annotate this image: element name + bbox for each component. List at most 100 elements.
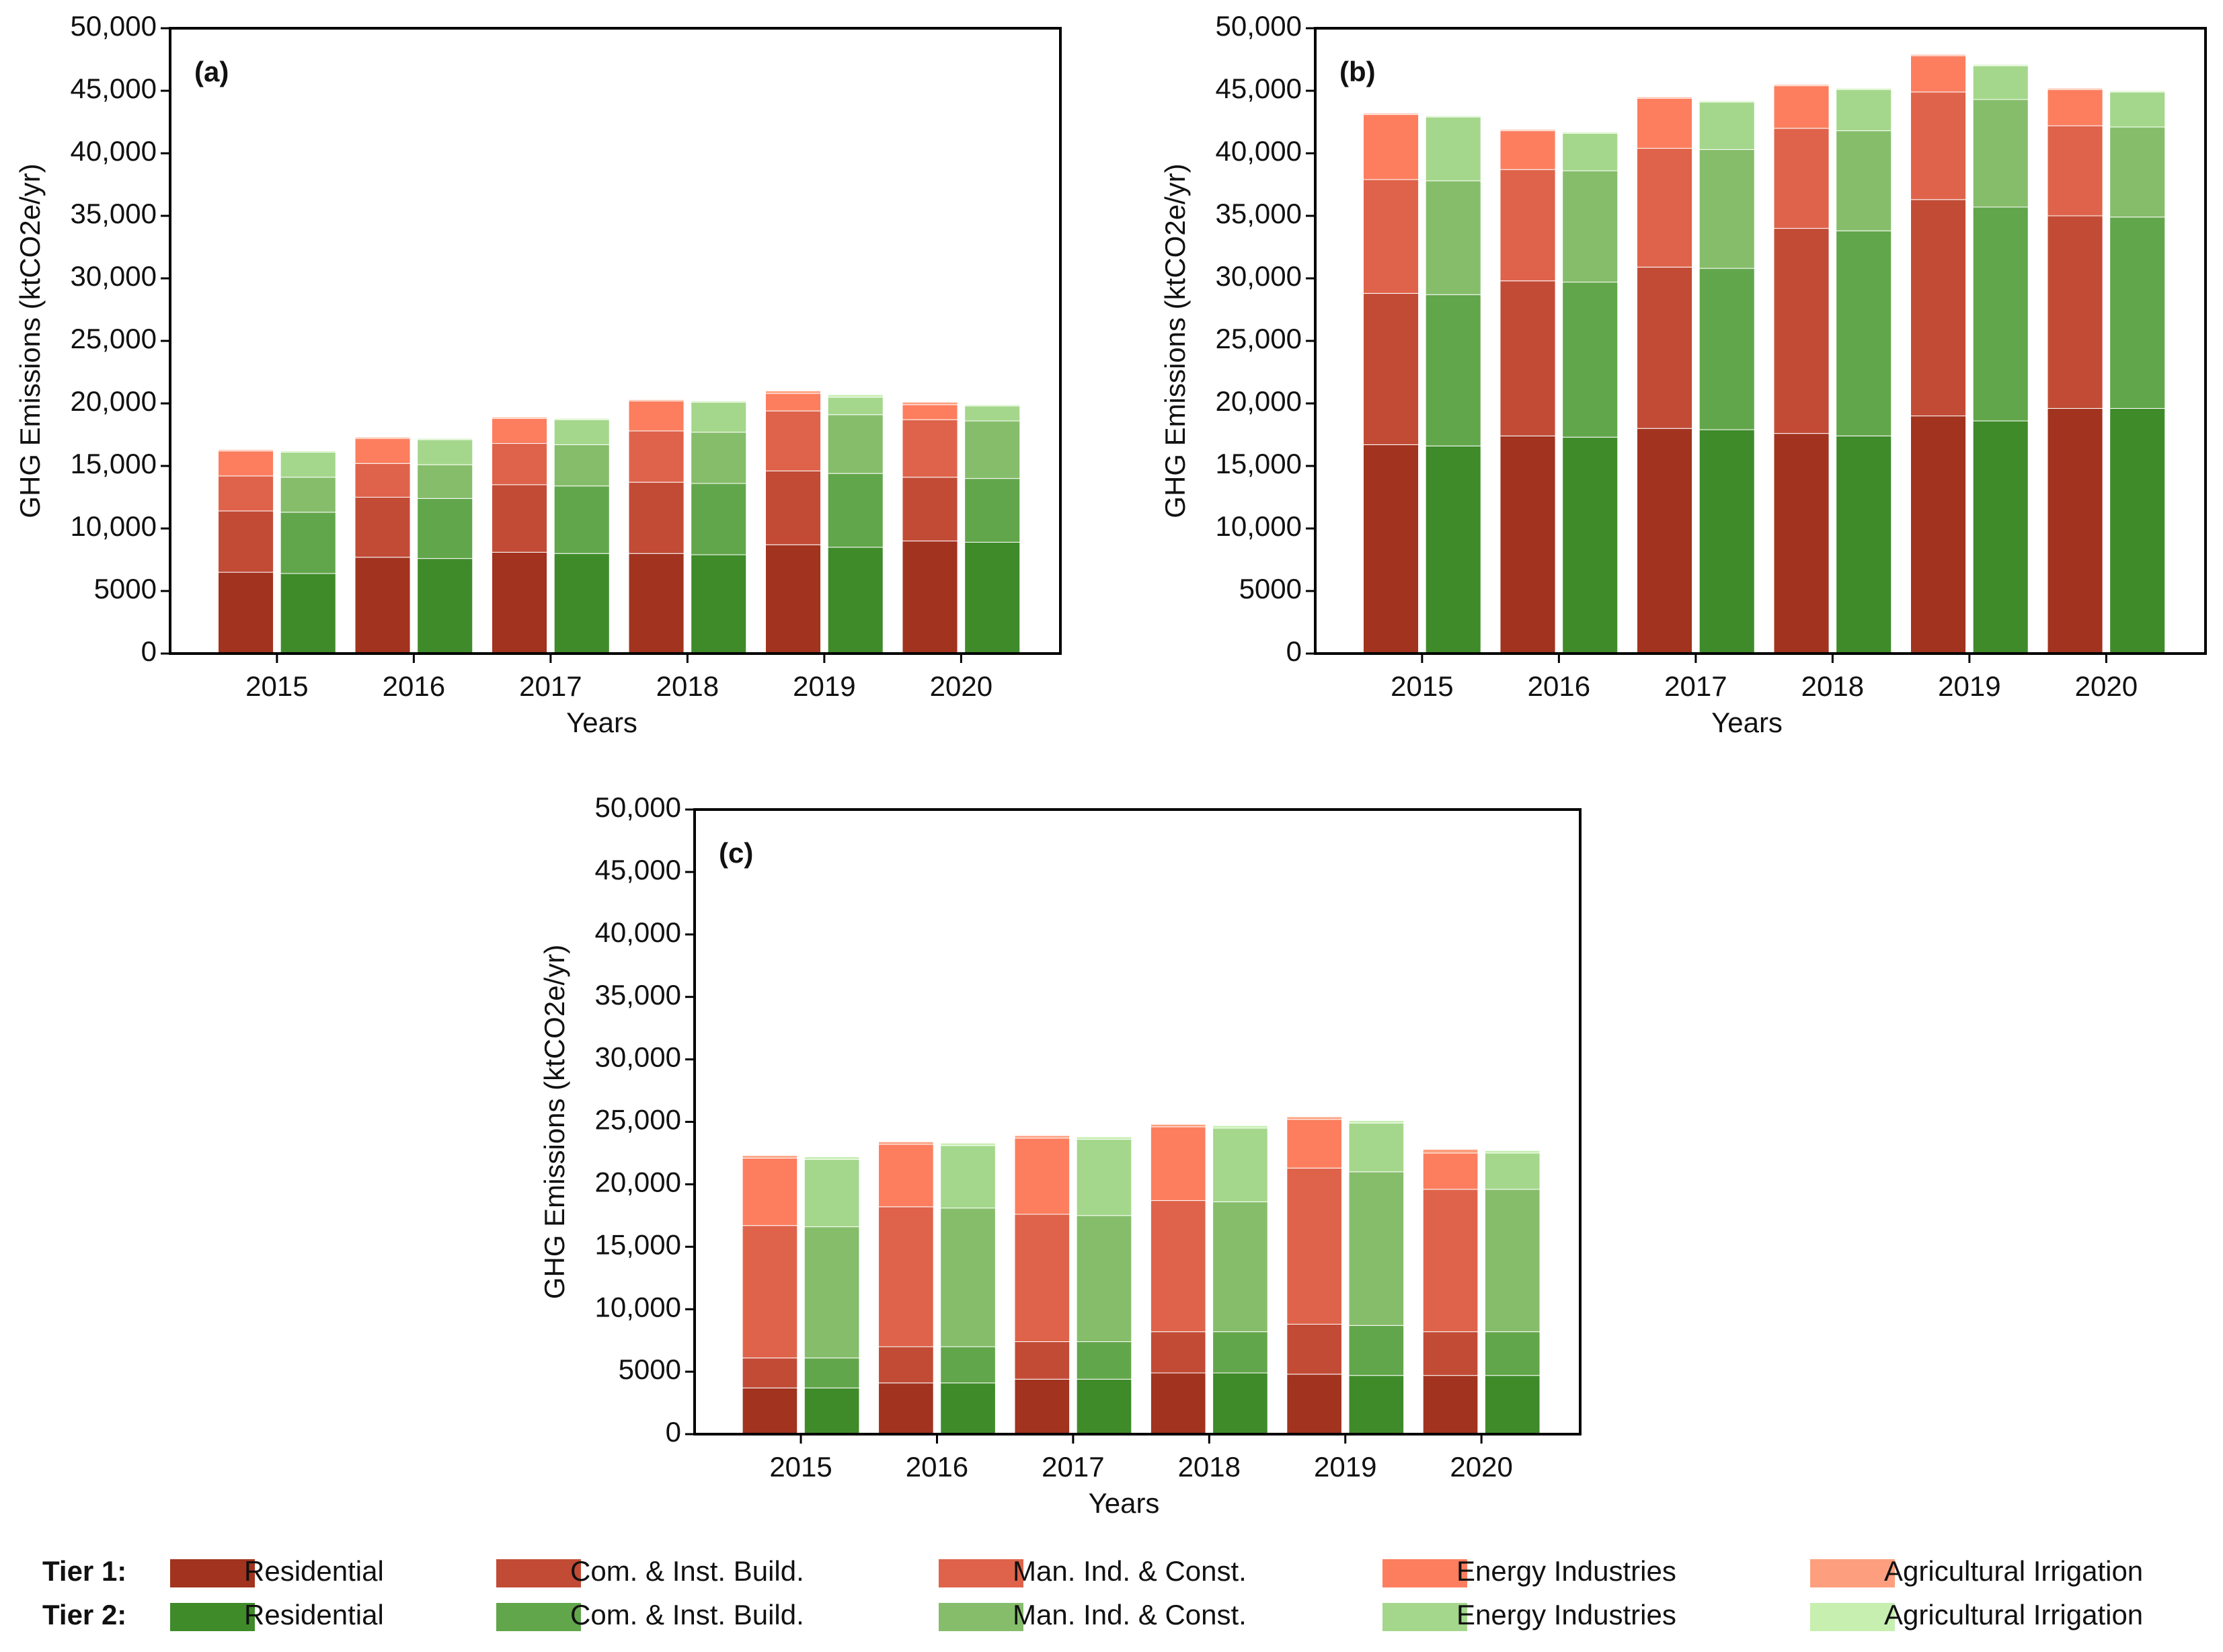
bar-segment — [765, 470, 822, 545]
legend-label: Energy Industries — [1456, 1555, 1676, 1587]
y-tick-label: 45,000 — [595, 854, 681, 886]
y-tick-label: 5000 — [1239, 573, 1302, 604]
y-tick-label: 5000 — [94, 573, 157, 604]
legend-group-label: Tier 1: — [42, 1555, 126, 1587]
legend-label: Com. & Inst. Build. — [570, 1555, 804, 1587]
bar-segment — [1499, 129, 1556, 132]
bar-segment — [964, 478, 1021, 543]
y-tick-label: 20,000 — [71, 385, 157, 417]
bar-segment — [1773, 84, 1830, 87]
bar-segment — [417, 439, 473, 465]
bar-segment — [878, 1346, 934, 1384]
bar-segment — [217, 449, 274, 452]
bar-segment — [1836, 435, 1892, 654]
bar-segment — [804, 1358, 860, 1388]
y-tick-label: 45,000 — [71, 73, 157, 104]
bar-segment — [1562, 170, 1618, 283]
bar-segment — [1362, 112, 1419, 115]
bar-segment — [1150, 1200, 1206, 1333]
y-tick-label: 10,000 — [1216, 510, 1302, 542]
panel-label: (c) — [719, 837, 753, 869]
y-tick-label: 45,000 — [1216, 73, 1302, 104]
bar-segment — [553, 485, 610, 554]
bar-segment — [1422, 1331, 1479, 1376]
bar-segment — [2109, 91, 2166, 128]
bar-segment — [878, 1144, 934, 1208]
bar-segment — [1212, 1125, 1268, 1129]
bar-segment — [1425, 115, 1481, 118]
plot-frame — [169, 27, 1062, 655]
bar-segment — [742, 1155, 798, 1158]
bar-segment — [553, 419, 610, 445]
bar-segment — [1076, 1139, 1132, 1216]
legend-swatch — [1382, 1603, 1467, 1631]
bar-segment — [417, 558, 473, 654]
x-axis-title: Years — [1711, 707, 1783, 738]
legend-swatch — [170, 1603, 255, 1631]
plot-frame — [693, 808, 1582, 1435]
bar-segment — [742, 1358, 798, 1388]
bar-segment — [1773, 433, 1830, 654]
bar-segment — [280, 450, 336, 453]
bar-segment — [1484, 1375, 1540, 1435]
bar-segment — [742, 1387, 798, 1435]
y-axis-title: GHG Emissions (ktCO2e/yr) — [539, 945, 570, 1299]
legend-swatch — [496, 1559, 581, 1587]
y-tick-label: 15,000 — [71, 448, 157, 479]
bar-segment — [940, 1382, 996, 1435]
bar-segment — [2047, 89, 2103, 126]
bar-segment — [1212, 1128, 1268, 1202]
x-tick-label: 2015 — [1391, 670, 1453, 702]
bar-segment — [1014, 1138, 1070, 1215]
y-tick-label: 30,000 — [595, 1041, 681, 1073]
y-tick-label: 35,000 — [595, 979, 681, 1011]
bar-segment — [1499, 169, 1556, 282]
legend-label: Residential — [244, 1599, 384, 1630]
y-tick-label: 50,000 — [1216, 10, 1302, 42]
legend-label: Agricultural Irrigation — [1884, 1555, 2143, 1587]
bar-segment — [217, 475, 274, 512]
bar-segment — [1972, 206, 2029, 422]
y-tick-label: 50,000 — [595, 791, 681, 823]
bar-segment — [1422, 1152, 1479, 1190]
bar-segment — [827, 473, 884, 548]
bar-segment — [804, 1226, 860, 1359]
bar-segment — [1362, 444, 1419, 654]
bar-segment — [1499, 130, 1556, 170]
bar-segment — [1773, 128, 1830, 229]
x-tick-label: 2018 — [1178, 1451, 1241, 1483]
bar-segment — [217, 450, 274, 477]
bar-segment — [1076, 1341, 1132, 1380]
bar-segment — [1212, 1372, 1268, 1435]
bar-segment — [1636, 148, 1693, 268]
legend-label: Man. Ind. & Const. — [1013, 1555, 1247, 1587]
x-tick-label: 2015 — [769, 1451, 832, 1483]
bar-segment — [1836, 130, 1892, 231]
bar-segment — [878, 1382, 934, 1435]
bar-segment — [691, 400, 747, 403]
legend-swatch — [1382, 1559, 1467, 1587]
panel-label: (a) — [194, 56, 229, 87]
panel-label: (b) — [1339, 56, 1376, 87]
bar-segment — [804, 1158, 860, 1228]
bar-segment — [1836, 87, 1892, 90]
bar-segment — [742, 1157, 798, 1226]
y-tick-label: 10,000 — [595, 1291, 681, 1323]
y-tick-label: 50,000 — [71, 10, 157, 42]
bar-segment — [2109, 217, 2166, 409]
bar-segment — [1910, 199, 1967, 417]
bar-segment — [1362, 292, 1419, 445]
bar-segment — [280, 452, 336, 478]
bar-segment — [691, 483, 747, 555]
bar-segment — [765, 390, 822, 394]
bar-segment — [940, 1145, 996, 1209]
bar-segment — [280, 573, 336, 654]
bar-segment — [1348, 1325, 1405, 1376]
x-tick-label: 2016 — [906, 1451, 968, 1483]
legend-label: Energy Industries — [1456, 1599, 1676, 1630]
y-tick-label: 20,000 — [595, 1166, 681, 1197]
bar-segment — [1499, 280, 1556, 436]
bar-segment — [553, 418, 610, 420]
bar-segment — [417, 464, 473, 499]
